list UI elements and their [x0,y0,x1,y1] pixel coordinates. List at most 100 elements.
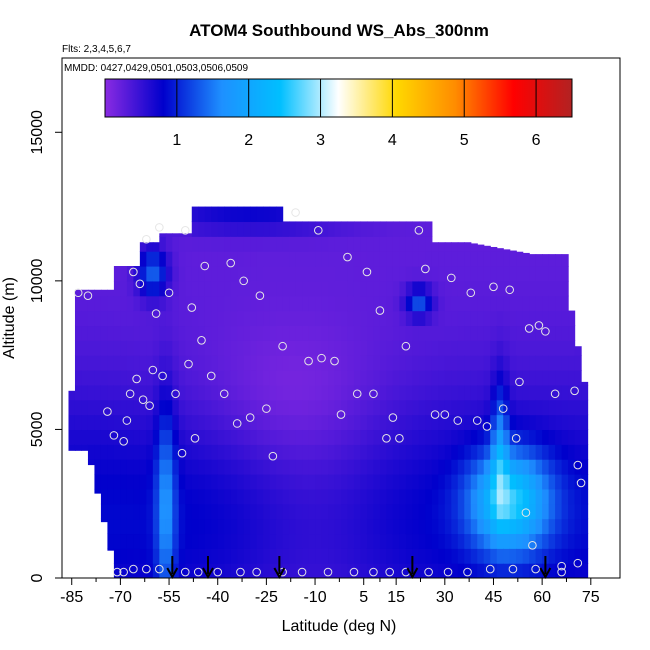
heatmap-cell [308,488,316,505]
heatmap-cell [438,355,446,371]
heatmap-cell [392,548,400,564]
heatmap-cell [256,399,264,416]
heatmap-cell [334,444,342,460]
heatmap-cell [256,488,264,505]
heatmap-cell [243,533,251,549]
heatmap-cell [302,221,310,237]
heatmap-cell [535,459,543,475]
heatmap-cell [581,563,589,578]
heatmap-cell [94,384,102,401]
heatmap-cell [120,503,128,520]
heatmap-cell [353,429,362,445]
heatmap-cell [470,295,478,312]
y-axis-label: Altitude (m) [1,277,18,359]
heatmap-cell [178,563,186,578]
heatmap-cell [269,370,277,386]
heatmap-cell [263,563,271,578]
heatmap-cell [81,325,89,341]
heatmap-cell [341,459,349,475]
heatmap-cell [276,444,284,460]
heatmap-cell [152,563,160,578]
heatmap-cell [360,384,368,401]
heatmap-cell [250,236,258,252]
heatmap-cell [146,340,154,356]
heatmap-cell [165,399,173,416]
heatmap-cell [516,310,524,327]
heatmap-cell [347,221,355,237]
heatmap-cell [574,518,582,535]
heatmap-cell [464,488,472,505]
heatmap-cell [542,384,550,401]
heatmap-cell [568,533,576,549]
chart-annotation: MMDD: 0427,0429,0501,0503,0506,0509 [64,63,248,74]
heatmap-cell [139,266,147,282]
heatmap-cell [405,236,413,252]
heatmap-cell [198,236,206,252]
heatmap-cell [308,444,316,460]
heatmap-cell [496,563,504,578]
sample-point [129,564,138,574]
heatmap-cell [243,221,251,237]
heatmap-cell [152,474,160,490]
heatmap-cell [100,459,109,475]
heatmap-cell [522,280,530,297]
heatmap-cell [425,548,433,564]
heatmap-cell [464,280,472,297]
heatmap-cell [321,548,329,564]
sample-point [401,341,411,351]
heatmap-cell [107,444,115,460]
heatmap-cell [548,563,556,578]
heatmap-cell [548,325,556,341]
heatmap-cell [224,518,232,535]
heatmap-cell [87,295,96,312]
heatmap-cell [353,384,362,401]
heatmap-cell [87,340,96,356]
heatmap-cell [230,340,238,356]
heatmap-cell [243,474,251,490]
heatmap-cell [94,355,102,371]
heatmap-cell [191,340,199,356]
heatmap-cell [321,340,329,356]
profile-arrows [166,556,552,580]
heatmap-cell [353,236,362,252]
heatmap-cell [191,295,199,312]
heatmap-cell [535,444,543,460]
heatmap-cell [256,414,264,431]
heatmap-cell [386,488,394,505]
heatmap-cell [191,251,199,267]
heatmap-cell [230,266,238,282]
heatmap-cell [133,295,141,312]
heatmap-cell [237,370,245,386]
heatmap-cell [561,459,569,475]
heatmap-cell [133,355,141,371]
heatmap-cell [126,399,134,416]
heatmap-field [68,206,589,578]
heatmap-cell [165,370,173,386]
heatmap-cell [522,518,530,535]
heatmap-cell [496,548,504,564]
heatmap-cell [379,444,388,460]
heatmap-cell [438,325,446,341]
heatmap-cell [405,325,413,341]
heatmap-cell [496,325,504,341]
heatmap-cell [516,266,524,282]
heatmap-cell [360,474,368,490]
heatmap-cell [256,295,264,312]
heatmap-cell [529,459,537,475]
heatmap-cell [522,266,530,282]
heatmap-cell [392,414,400,431]
heatmap-cell [548,399,556,416]
sample-point [453,416,463,425]
heatmap-cell [477,384,485,401]
heatmap-cell [464,429,472,445]
heatmap-cell [490,310,498,327]
heatmap-cell [412,325,420,341]
heatmap-cell [470,429,478,445]
sample-point [430,410,440,419]
heatmap-cell [165,474,173,490]
heatmap-cell [548,266,556,282]
heatmap-cell [581,429,589,445]
heatmap-cell [503,325,511,341]
heatmap-cell [308,384,316,401]
heatmap-cell [542,254,550,267]
